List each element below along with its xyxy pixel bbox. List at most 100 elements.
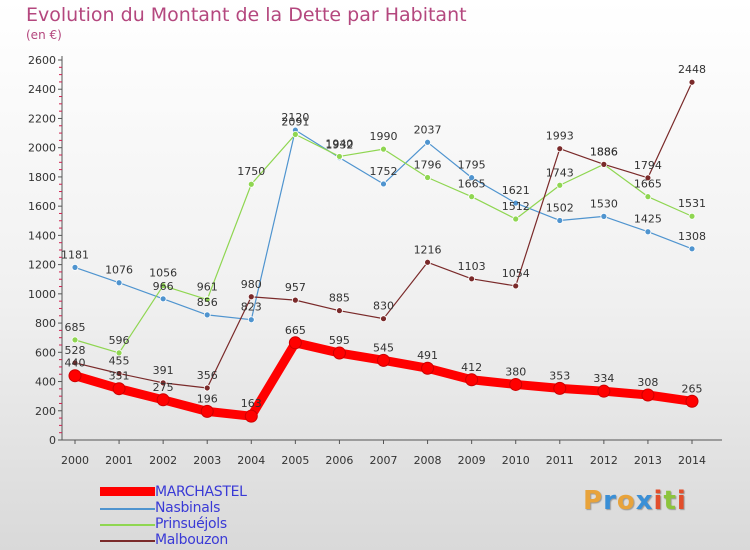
- y-tick-label: 1200: [28, 259, 56, 272]
- data-point-prinsu-jols: [159, 282, 167, 290]
- data-label-marchastel: 380: [505, 365, 526, 378]
- data-point-prinsu-jols: [203, 296, 211, 303]
- data-label-marchastel: 308: [637, 376, 658, 389]
- data-label-marchastel: 440: [65, 357, 86, 370]
- x-tick-label: 2014: [678, 454, 706, 467]
- data-label-malbouzon: 885: [329, 292, 350, 305]
- proxiti-logo: Proxiti: [583, 486, 687, 516]
- data-label-prinsu-jols: 1665: [634, 178, 662, 191]
- data-point-prinsu-jols: [380, 145, 387, 153]
- data-label-prinsu-jols: 2091: [281, 115, 309, 128]
- data-point-nasbinals: [71, 263, 79, 271]
- data-point-malbouzon: [291, 296, 299, 304]
- data-label-nasbinals: 966: [153, 280, 174, 293]
- data-label-malbouzon: 830: [373, 300, 394, 313]
- data-point-nasbinals: [512, 199, 520, 207]
- x-tick-label: 2013: [634, 454, 662, 467]
- y-tick-label: 1800: [28, 171, 56, 184]
- data-point-marchastel: [112, 382, 126, 396]
- data-label-nasbinals: 856: [197, 296, 218, 309]
- data-point-marchastel: [553, 381, 567, 395]
- legend-label-marchastel: MARCHASTEL: [155, 484, 247, 500]
- data-point-malbouzon: [424, 258, 431, 266]
- y-tick-label: 0: [49, 434, 56, 447]
- data-label-malbouzon: 391: [153, 364, 174, 377]
- data-label-marchastel: 275: [153, 381, 174, 394]
- data-label-malbouzon: 957: [285, 281, 306, 294]
- data-label-nasbinals: 2037: [414, 123, 442, 136]
- y-tick-label: 1400: [28, 229, 56, 242]
- y-tick-label: 800: [35, 317, 56, 330]
- data-label-prinsu-jols: 596: [109, 334, 130, 347]
- x-tick-label: 2011: [546, 454, 574, 467]
- data-label-prinsu-jols: 1056: [149, 267, 177, 280]
- y-tick-label: 1600: [28, 200, 56, 213]
- data-label-nasbinals: 2120: [281, 111, 309, 124]
- legend-label-malbouzon: Malbouzon: [155, 532, 228, 548]
- data-point-marchastel: [465, 373, 479, 387]
- data-point-marchastel: [68, 369, 82, 383]
- data-point-nasbinals: [688, 245, 696, 253]
- data-point-marchastel: [200, 404, 214, 418]
- y-tick-label: 200: [35, 405, 56, 418]
- data-label-prinsu-jols: 1743: [546, 166, 574, 179]
- data-point-malbouzon: [380, 315, 387, 323]
- data-label-marchastel: 196: [197, 392, 218, 405]
- chart-subtitle: (en €): [26, 28, 62, 42]
- data-label-nasbinals: 1502: [546, 201, 574, 214]
- data-point-malbouzon: [203, 384, 211, 392]
- data-label-prinsu-jols: 1796: [414, 159, 442, 172]
- data-label-prinsu-jols: 961: [197, 281, 218, 294]
- y-tick-label: 600: [35, 346, 56, 359]
- data-point-prinsu-jols: [336, 153, 343, 160]
- data-point-marchastel: [421, 361, 435, 375]
- data-label-marchastel: 412: [461, 361, 482, 374]
- data-point-nasbinals: [380, 180, 387, 188]
- legend-swatch-malbouzon: [100, 540, 155, 542]
- data-label-prinsu-jols: 685: [65, 321, 86, 334]
- data-label-marchastel: 163: [241, 397, 262, 410]
- data-point-malbouzon: [600, 160, 608, 168]
- data-point-nasbinals: [424, 138, 431, 146]
- data-point-marchastel: [244, 409, 258, 423]
- legend-label-nasbinals: Nasbinals: [155, 500, 221, 516]
- legend-swatch-prinsu-jols: [100, 524, 155, 526]
- data-label-prinsu-jols: 1886: [590, 145, 618, 158]
- data-point-prinsu-jols: [247, 180, 255, 188]
- y-tick-label: 2200: [28, 112, 56, 125]
- data-label-malbouzon: 1216: [414, 243, 442, 256]
- x-tick-label: 2003: [193, 454, 221, 467]
- data-label-malbouzon: 1054: [502, 267, 530, 280]
- data-point-nasbinals: [203, 311, 211, 319]
- data-label-malbouzon: 1886: [590, 145, 618, 158]
- legend-label-prinsu-jols: Prinsuéjols: [155, 516, 227, 532]
- data-label-nasbinals: 1932: [325, 139, 353, 152]
- data-label-marchastel: 665: [285, 324, 306, 337]
- data-label-nasbinals: 1621: [502, 184, 530, 197]
- data-label-malbouzon: 1993: [546, 130, 574, 143]
- data-label-nasbinals: 823: [241, 301, 262, 314]
- data-label-nasbinals: 1530: [590, 197, 618, 210]
- data-label-nasbinals: 1308: [678, 230, 706, 243]
- data-point-marchastel: [377, 353, 390, 367]
- data-point-malbouzon: [336, 307, 343, 315]
- data-label-marchastel: 334: [593, 372, 614, 385]
- data-label-marchastel: 491: [417, 349, 438, 362]
- y-tick-label: 2600: [28, 54, 56, 67]
- data-point-marchastel: [288, 336, 302, 350]
- data-label-malbouzon: 356: [197, 369, 218, 382]
- x-tick-label: 2000: [61, 454, 89, 467]
- data-label-nasbinals: 1752: [370, 165, 398, 178]
- data-point-nasbinals: [556, 217, 564, 224]
- legend-swatch-nasbinals: [100, 508, 155, 510]
- x-tick-label: 2002: [149, 454, 177, 467]
- data-point-nasbinals: [115, 279, 123, 287]
- data-point-malbouzon: [71, 359, 79, 367]
- y-tick-label: 1000: [28, 288, 56, 301]
- x-tick-label: 2009: [458, 454, 486, 467]
- data-point-malbouzon: [115, 370, 123, 377]
- data-point-marchastel: [332, 346, 346, 360]
- data-point-malbouzon: [247, 293, 255, 301]
